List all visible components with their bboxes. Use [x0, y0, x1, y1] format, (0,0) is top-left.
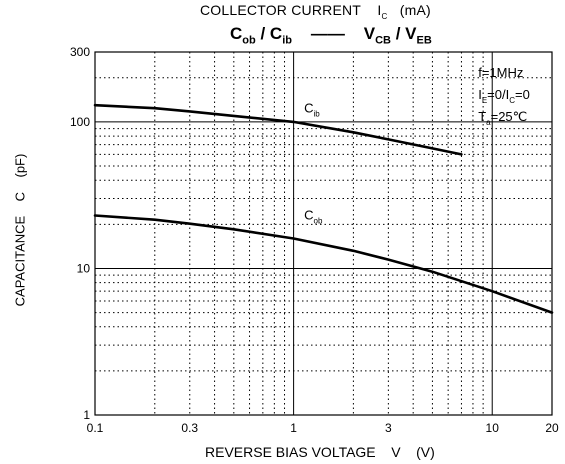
- series-line-cib: [93, 103, 463, 156]
- x-tick-label: 20: [545, 421, 559, 435]
- top-axis-label-text: COLLECTOR CURRENT IC (mA): [200, 2, 431, 21]
- y-tick-label: 100: [70, 115, 90, 129]
- y-tick-label: 10: [77, 261, 91, 275]
- y-tick-label: 1: [83, 408, 90, 422]
- x-tick-label: 10: [486, 421, 500, 435]
- series-line-cob: [93, 214, 554, 314]
- curve-label-cob: Cob: [304, 208, 323, 226]
- chart-subtitle: Cob / Cib —— VCB / VEB: [230, 24, 432, 47]
- annotation-frequency: f=1MHz: [478, 65, 523, 80]
- top-axis-label: COLLECTOR CURRENT IC (mA): [200, 2, 480, 21]
- annotation-bias: IE=0/IC=0: [478, 87, 530, 105]
- x-tick-label: 0.1: [87, 421, 104, 435]
- y-tick-label: 300: [70, 45, 90, 59]
- x-tick-label: 1: [290, 421, 297, 435]
- x-tick-label: 3: [385, 421, 392, 435]
- x-axis-label: REVERSE BIAS VOLTAGE V (V): [205, 444, 435, 460]
- curve-label-cib: Cib: [304, 100, 320, 118]
- plot-frame: [94, 51, 553, 416]
- annotation-temperature: Ta=25℃: [478, 109, 527, 127]
- x-tick-label: 0.3: [181, 421, 198, 435]
